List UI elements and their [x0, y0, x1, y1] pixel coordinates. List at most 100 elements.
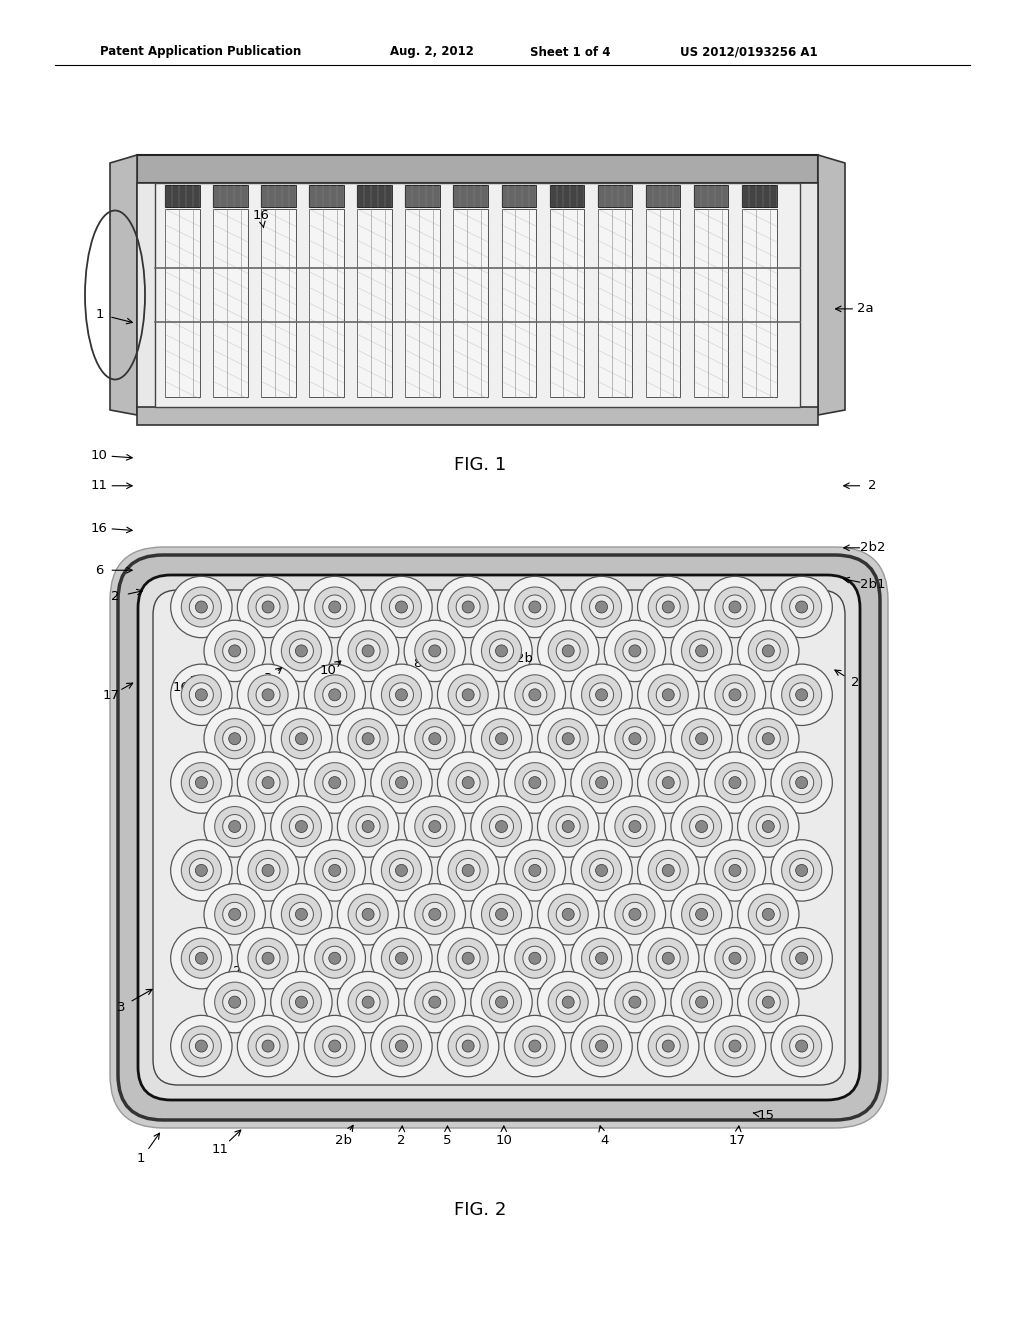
- Circle shape: [481, 982, 521, 1022]
- Circle shape: [771, 752, 833, 813]
- Circle shape: [682, 718, 722, 759]
- Circle shape: [528, 776, 541, 788]
- Circle shape: [282, 718, 322, 759]
- Circle shape: [556, 814, 581, 838]
- Circle shape: [290, 990, 313, 1014]
- Circle shape: [682, 982, 722, 1022]
- Circle shape: [181, 763, 221, 803]
- Circle shape: [723, 595, 746, 619]
- Circle shape: [790, 858, 814, 883]
- Circle shape: [189, 1034, 213, 1059]
- FancyBboxPatch shape: [694, 209, 728, 397]
- Circle shape: [796, 776, 808, 788]
- Circle shape: [295, 908, 307, 920]
- Circle shape: [262, 689, 274, 701]
- Circle shape: [462, 1040, 474, 1052]
- Circle shape: [729, 865, 741, 876]
- Circle shape: [737, 972, 799, 1032]
- Circle shape: [729, 1040, 741, 1052]
- Text: 15: 15: [758, 1109, 774, 1122]
- Text: 10: 10: [91, 449, 108, 462]
- Circle shape: [415, 895, 455, 935]
- Circle shape: [429, 733, 440, 744]
- Text: 2b1: 2b1: [860, 578, 885, 591]
- Circle shape: [329, 689, 341, 701]
- Text: 16: 16: [91, 521, 108, 535]
- Circle shape: [290, 727, 313, 751]
- Circle shape: [196, 689, 207, 701]
- FancyBboxPatch shape: [137, 154, 818, 183]
- Circle shape: [423, 639, 446, 663]
- Text: 5: 5: [443, 1134, 452, 1147]
- Circle shape: [705, 1015, 766, 1077]
- Circle shape: [781, 850, 821, 891]
- Circle shape: [329, 1040, 341, 1052]
- Circle shape: [671, 796, 732, 857]
- Circle shape: [648, 675, 688, 715]
- Circle shape: [556, 639, 581, 663]
- Circle shape: [604, 796, 666, 857]
- Circle shape: [623, 903, 647, 927]
- Text: 10: 10: [319, 664, 336, 677]
- Circle shape: [362, 908, 374, 920]
- Circle shape: [314, 763, 354, 803]
- Circle shape: [796, 601, 808, 612]
- Circle shape: [556, 727, 581, 751]
- Circle shape: [663, 689, 674, 701]
- Circle shape: [449, 675, 488, 715]
- Circle shape: [689, 727, 714, 751]
- Text: 2: 2: [397, 1134, 406, 1147]
- Circle shape: [371, 928, 432, 989]
- Circle shape: [282, 982, 322, 1022]
- Circle shape: [348, 895, 388, 935]
- Circle shape: [705, 928, 766, 989]
- Circle shape: [415, 718, 455, 759]
- Circle shape: [790, 771, 814, 795]
- Circle shape: [382, 1026, 422, 1067]
- Circle shape: [171, 577, 232, 638]
- Circle shape: [256, 946, 280, 970]
- FancyBboxPatch shape: [357, 209, 392, 397]
- Circle shape: [538, 620, 599, 681]
- Circle shape: [228, 997, 241, 1008]
- Circle shape: [496, 733, 508, 744]
- Circle shape: [295, 733, 307, 744]
- Circle shape: [638, 752, 699, 813]
- Circle shape: [429, 997, 440, 1008]
- FancyBboxPatch shape: [454, 209, 488, 397]
- Circle shape: [582, 939, 622, 978]
- Circle shape: [629, 645, 641, 657]
- Circle shape: [215, 631, 255, 671]
- Circle shape: [171, 664, 232, 726]
- Circle shape: [222, 814, 247, 838]
- FancyBboxPatch shape: [406, 185, 440, 207]
- Circle shape: [629, 908, 641, 920]
- Circle shape: [329, 865, 341, 876]
- Circle shape: [256, 682, 280, 706]
- Circle shape: [604, 620, 666, 681]
- Circle shape: [429, 821, 440, 833]
- Circle shape: [323, 858, 347, 883]
- FancyBboxPatch shape: [742, 209, 776, 397]
- Circle shape: [204, 620, 265, 681]
- Circle shape: [796, 952, 808, 964]
- Circle shape: [663, 601, 674, 612]
- Circle shape: [282, 807, 322, 846]
- FancyBboxPatch shape: [742, 185, 776, 207]
- Circle shape: [781, 675, 821, 715]
- Circle shape: [371, 840, 432, 902]
- Circle shape: [256, 1034, 280, 1059]
- Circle shape: [790, 595, 814, 619]
- Circle shape: [215, 807, 255, 846]
- FancyBboxPatch shape: [261, 185, 296, 207]
- Circle shape: [729, 689, 741, 701]
- FancyBboxPatch shape: [213, 209, 248, 397]
- Circle shape: [356, 639, 380, 663]
- Circle shape: [548, 982, 588, 1022]
- Circle shape: [723, 858, 746, 883]
- Circle shape: [682, 631, 722, 671]
- Circle shape: [222, 639, 247, 663]
- Circle shape: [262, 865, 274, 876]
- Circle shape: [771, 840, 833, 902]
- Circle shape: [462, 689, 474, 701]
